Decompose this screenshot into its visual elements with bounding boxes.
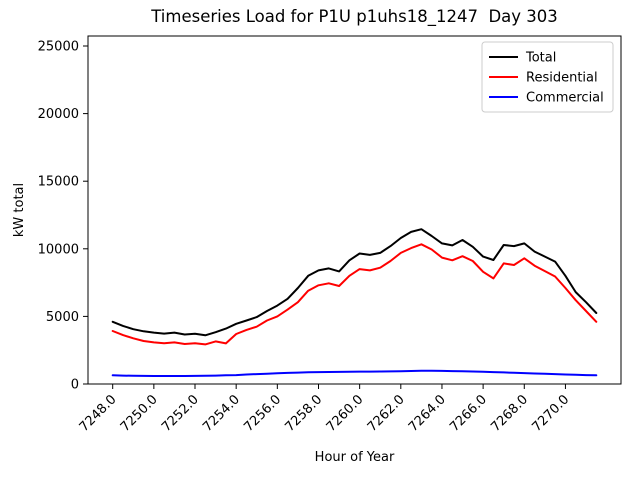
y-tick-label: 15000: [38, 175, 79, 190]
x-tick-label: 7266.0: [447, 392, 490, 435]
series-line-residential: [111, 243, 598, 346]
y-tick-label: 5000: [46, 310, 79, 325]
x-tick-label: 7264.0: [406, 392, 449, 435]
legend-label-residential: Residential: [526, 71, 598, 86]
legend-label-total: Total: [525, 51, 556, 66]
series-line-commercial: [111, 369, 598, 377]
y-tick-label: 20000: [38, 107, 79, 122]
legend-box: [481, 41, 614, 113]
plot-border: [87, 35, 622, 385]
legend-entry-residential: Residential: [489, 71, 598, 86]
legend-entry-total: Total: [489, 51, 556, 66]
legend-entry-commercial: Commercial: [489, 91, 604, 106]
x-tick-label: 7268.0: [488, 392, 531, 435]
legend: Total Residential Commercial: [481, 41, 614, 113]
x-tick-label: 7250.0: [118, 392, 161, 435]
legend-label-commercial: Commercial: [526, 91, 604, 106]
x-tick-label: 7256.0: [241, 392, 284, 435]
y-axis-label: kW total: [12, 183, 27, 237]
x-axis-label: Hour of Year: [315, 450, 395, 465]
chart-title: Timeseries Load for P1U p1uhs18_1247 Day…: [150, 7, 558, 27]
x-tick-label: 7254.0: [200, 392, 243, 435]
y-tick-label: 25000: [38, 40, 79, 55]
y-tick-label: 10000: [38, 242, 79, 257]
series-line-total: [111, 228, 598, 337]
x-tick-label: 7252.0: [159, 392, 202, 435]
x-tick-label: 7262.0: [365, 392, 408, 435]
y-tick-label: 0: [71, 378, 79, 393]
x-tick-label: 7270.0: [529, 392, 572, 435]
x-tick-label: 7248.0: [77, 392, 120, 435]
x-tick-label: 7260.0: [324, 392, 367, 435]
x-tick-label: 7258.0: [283, 392, 326, 435]
